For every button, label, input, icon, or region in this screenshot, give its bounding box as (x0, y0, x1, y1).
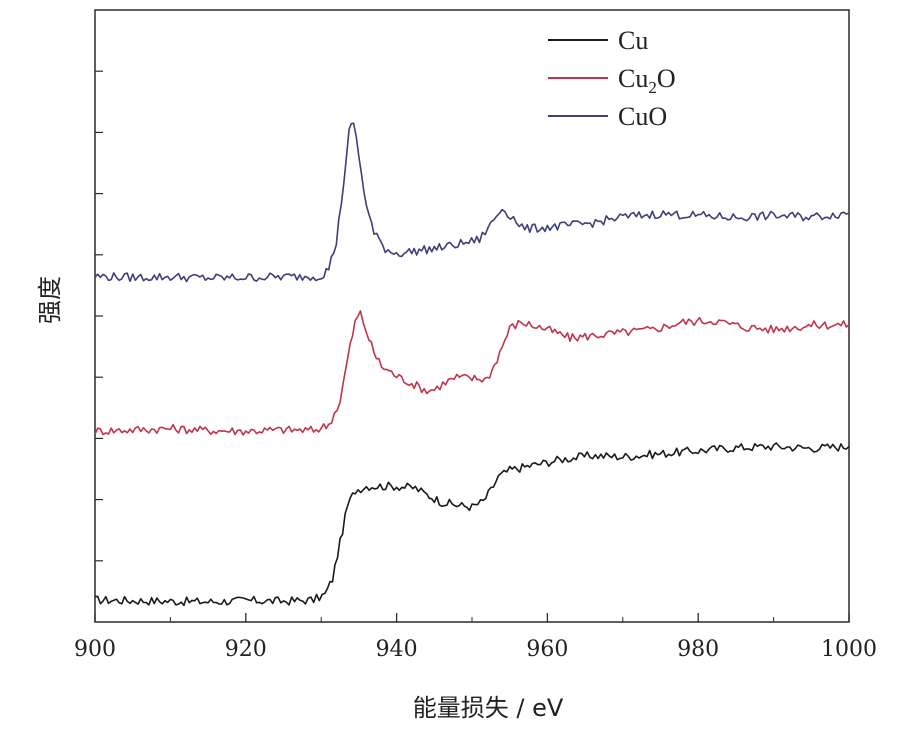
y-axis-title: 强度 (36, 276, 64, 324)
x-tick-label: 900 (74, 637, 116, 662)
x-tick-label: 1000 (821, 637, 877, 662)
legend: Cu Cu2O CuO (548, 26, 676, 131)
x-axis-title: 能量损失 / eV (413, 694, 564, 722)
x-tick-label: 920 (225, 637, 267, 662)
series-layer (94, 122, 850, 607)
x-axis-ticks: 900 920 940 960 980 1000 (74, 613, 877, 662)
series-line-cu2o (94, 310, 850, 436)
x-tick-label: 960 (526, 637, 568, 662)
plot-area (94, 9, 850, 623)
y-axis-ticks (95, 70, 103, 562)
x-tick-label: 980 (677, 637, 719, 662)
legend-label: CuO (618, 102, 667, 131)
series-line-cu (94, 442, 850, 607)
series-line-cuo (94, 122, 850, 283)
legend-label: Cu2O (618, 64, 676, 97)
legend-label: Cu (618, 26, 648, 55)
x-tick-label: 940 (376, 637, 418, 662)
